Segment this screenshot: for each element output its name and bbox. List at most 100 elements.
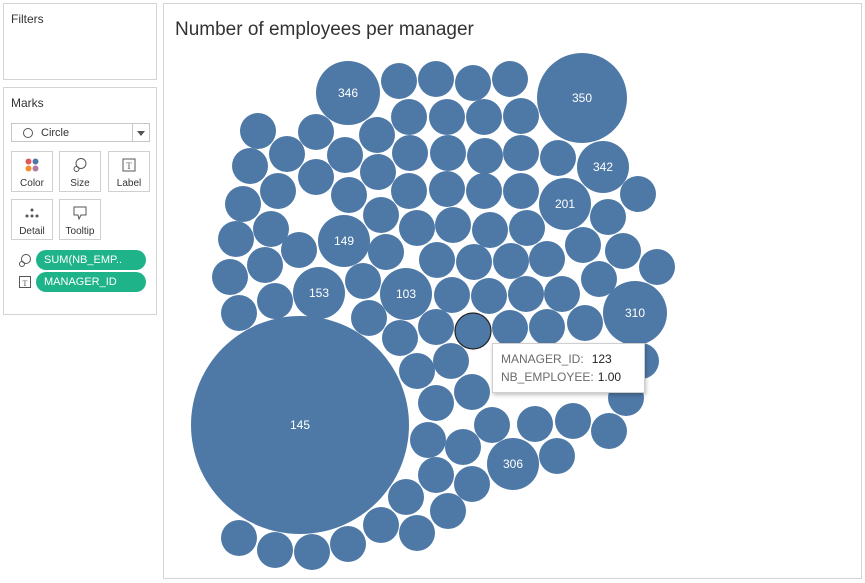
bubble-mark[interactable]: [454, 374, 490, 410]
detail-button[interactable]: Detail: [11, 199, 53, 240]
bubble-mark[interactable]: [382, 320, 418, 356]
label-button[interactable]: T Label: [108, 151, 150, 192]
bubble-mark[interactable]: [539, 178, 591, 230]
bubble-mark[interactable]: [493, 243, 529, 279]
size-button[interactable]: Size: [59, 151, 101, 192]
bubble-mark[interactable]: [581, 261, 617, 297]
bubble-mark[interactable]: [577, 141, 629, 193]
bubble-mark[interactable]: [380, 268, 432, 320]
bubble-mark[interactable]: [492, 310, 528, 346]
bubble-mark[interactable]: [218, 221, 254, 257]
bubble-mark[interactable]: [540, 140, 576, 176]
bubble-mark[interactable]: [399, 353, 435, 389]
bubble-mark[interactable]: [509, 210, 545, 246]
bubble-mark[interactable]: [430, 493, 466, 529]
bubble-mark[interactable]: [247, 247, 283, 283]
bubble-mark[interactable]: [472, 212, 508, 248]
bubble-mark[interactable]: [381, 63, 417, 99]
bubble-mark[interactable]: [590, 199, 626, 235]
bubble-mark[interactable]: [419, 242, 455, 278]
bubble-mark[interactable]: [391, 173, 427, 209]
bubble-mark[interactable]: [529, 309, 565, 345]
bubble-mark[interactable]: [351, 300, 387, 336]
bubble-mark[interactable]: [466, 173, 502, 209]
bubble-mark[interactable]: [221, 295, 257, 331]
bubble-mark[interactable]: [620, 176, 656, 212]
bubble-mark[interactable]: [240, 113, 276, 149]
bubble-mark[interactable]: [492, 61, 528, 97]
bubble-mark[interactable]: [225, 186, 261, 222]
size-field-pill[interactable]: SUM(NB_EMP..: [36, 250, 146, 270]
bubble-mark[interactable]: [363, 197, 399, 233]
bubble-mark[interactable]: [318, 215, 370, 267]
bubble-mark[interactable]: [298, 114, 334, 150]
bubble-mark[interactable]: [429, 171, 465, 207]
chart-view[interactable]: Number of employees per manager 145 350 34…: [163, 3, 862, 579]
bubble-mark[interactable]: [388, 479, 424, 515]
bubble-mark[interactable]: [359, 117, 395, 153]
bubble-mark[interactable]: [294, 534, 330, 570]
bubble-mark[interactable]: [555, 403, 591, 439]
bubble-mark[interactable]: [539, 438, 575, 474]
bubble-mark[interactable]: [327, 137, 363, 173]
bubble-mark[interactable]: [212, 259, 248, 295]
bubble-mark[interactable]: [517, 406, 553, 442]
bubble-mark[interactable]: [392, 135, 428, 171]
bubble-mark[interactable]: [363, 507, 399, 543]
bubble-mark[interactable]: [565, 227, 601, 263]
tooltip-button[interactable]: Tooltip: [59, 199, 101, 240]
bubble-mark[interactable]: [345, 263, 381, 299]
bubble-mark[interactable]: [253, 211, 289, 247]
bubble-mark[interactable]: [399, 210, 435, 246]
bubble-mark[interactable]: [191, 316, 409, 534]
chevron-down-icon[interactable]: [137, 131, 145, 136]
bubble-mark[interactable]: [455, 65, 491, 101]
bubble-mark[interactable]: [260, 173, 296, 209]
bubble-mark[interactable]: [445, 429, 481, 465]
bubble-mark[interactable]: [456, 244, 492, 280]
bubble-mark[interactable]: [430, 135, 466, 171]
bubble-mark[interactable]: [221, 520, 257, 556]
bubble-mark[interactable]: [466, 99, 502, 135]
bubble-mark[interactable]: [281, 232, 317, 268]
color-button[interactable]: Color: [11, 151, 53, 192]
bubble-mark[interactable]: [508, 276, 544, 312]
bubble-mark[interactable]: [410, 422, 446, 458]
bubble-mark[interactable]: [639, 249, 675, 285]
label-field-pill[interactable]: MANAGER_ID: [36, 272, 146, 292]
bubble-mark[interactable]: [232, 148, 268, 184]
filters-shelf[interactable]: Filters: [3, 3, 157, 80]
bubble-mark[interactable]: [316, 61, 380, 125]
bubble-mark[interactable]: [418, 61, 454, 97]
bubble-mark[interactable]: [257, 532, 293, 568]
bubble-mark[interactable]: [454, 466, 490, 502]
mark-type-dropdown[interactable]: Circle: [11, 123, 150, 142]
bubble-mark[interactable]: [603, 281, 667, 345]
bubble-mark[interactable]: [503, 98, 539, 134]
bubble-mark[interactable]: [503, 173, 539, 209]
bubble-mark[interactable]: [487, 438, 539, 490]
bubble-mark[interactable]: [360, 154, 396, 190]
bubble-mark[interactable]: [269, 136, 305, 172]
bubble-mark[interactable]: [298, 159, 334, 195]
bubble-mark[interactable]: [331, 177, 367, 213]
bubble-mark[interactable]: [418, 309, 454, 345]
bubble-mark[interactable]: [474, 407, 510, 443]
bubble-mark[interactable]: [471, 278, 507, 314]
bubble-mark[interactable]: [418, 457, 454, 493]
bubble-mark-highlighted[interactable]: [454, 312, 492, 350]
bubble-mark[interactable]: [429, 99, 465, 135]
bubble-mark[interactable]: [435, 207, 471, 243]
bubble-mark[interactable]: [418, 385, 454, 421]
bubble-mark[interactable]: [257, 283, 293, 319]
bubble-mark[interactable]: [537, 53, 627, 143]
bubble-mark[interactable]: [399, 515, 435, 551]
bubble-chart[interactable]: 145 350 346 342 201 149 153 103 310 306: [164, 4, 861, 578]
bubble-mark[interactable]: [467, 138, 503, 174]
bubble-mark[interactable]: [503, 135, 539, 171]
bubble-mark[interactable]: [434, 277, 470, 313]
bubble-mark[interactable]: [391, 99, 427, 135]
bubble-mark[interactable]: [368, 234, 404, 270]
bubble-mark[interactable]: [529, 241, 565, 277]
bubble-mark[interactable]: [433, 343, 469, 379]
